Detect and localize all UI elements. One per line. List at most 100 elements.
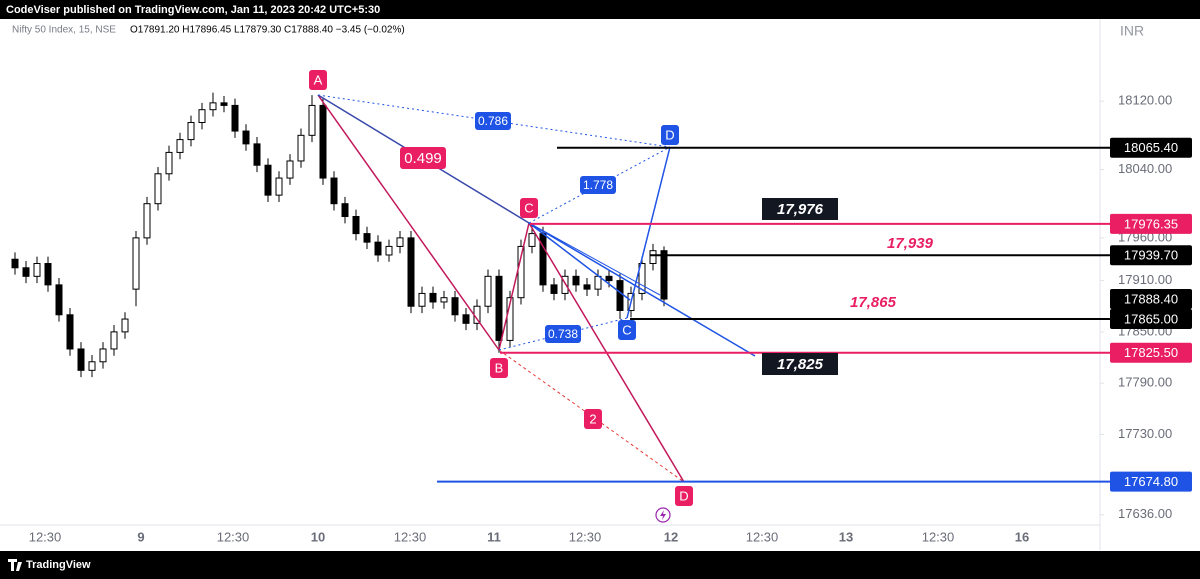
candle-body — [253, 143, 261, 166]
ratio-box — [475, 112, 511, 130]
pattern-line — [498, 222, 530, 351]
candle-body — [88, 361, 96, 371]
lightning-icon — [655, 507, 671, 523]
candle-body — [616, 280, 624, 312]
level-box — [1110, 471, 1192, 492]
candle-body — [99, 348, 107, 363]
ratio-label: 1.778 — [583, 178, 613, 192]
pattern-line — [498, 349, 685, 483]
ratio-box — [580, 176, 616, 194]
trend-line — [528, 222, 756, 357]
x-tick-label: 12:30 — [569, 529, 602, 544]
y-tick-label: 17790.00 — [1118, 375, 1172, 390]
x-tick-label: 12:30 — [29, 529, 62, 544]
level-label: 17674.80 — [1124, 474, 1178, 489]
point-box — [520, 198, 538, 218]
candle-body — [429, 292, 437, 303]
candle-body — [572, 275, 580, 286]
x-tick-label: 13 — [839, 529, 853, 544]
level-box — [1110, 309, 1192, 330]
annotation: 17,976 — [777, 201, 824, 218]
point-box — [661, 125, 679, 145]
x-tick-label: 12 — [664, 529, 678, 544]
y-tick-label: 18040.00 — [1118, 161, 1172, 176]
pattern-line — [317, 94, 671, 148]
candle-body — [539, 233, 547, 286]
candle-body — [198, 109, 206, 124]
point-label: D — [679, 488, 688, 503]
candle-body — [264, 164, 272, 196]
candle-body — [396, 237, 404, 247]
x-tick-label: 11 — [487, 529, 501, 544]
candle-body — [583, 284, 591, 290]
candle-body — [55, 284, 63, 316]
pattern-line — [317, 94, 500, 351]
candle-body — [33, 263, 41, 277]
candle-body — [44, 263, 52, 286]
candle-body — [638, 263, 646, 294]
ratio-label: 0.786 — [478, 114, 508, 128]
x-tick-label: 12:30 — [746, 529, 779, 544]
candle-body — [550, 284, 558, 294]
ratio-box — [545, 325, 581, 343]
level-label: 18065.40 — [1124, 140, 1178, 155]
point-label: B — [495, 360, 504, 375]
level-box — [1110, 289, 1192, 310]
x-tick-label: 12:30 — [217, 529, 250, 544]
level-label: 17825.50 — [1124, 345, 1178, 360]
candle-body — [22, 267, 30, 277]
x-tick-label: 16 — [1015, 529, 1029, 544]
ohlc-summary: O17891.20 H17896.45 L17879.30 C17888.40 … — [130, 25, 405, 36]
candle-body — [561, 275, 569, 294]
candle-body — [649, 250, 657, 265]
ratio-label: 2 — [589, 411, 596, 426]
candle-body — [341, 203, 349, 218]
point-label: A — [314, 72, 323, 87]
candle-body — [462, 314, 470, 324]
candle-body — [594, 275, 602, 290]
candle-body — [286, 160, 294, 179]
level-label: 17976.35 — [1124, 216, 1178, 231]
candle-body — [495, 275, 503, 341]
symbol: Nifty 50 Index, 15, NSE — [12, 25, 116, 36]
brand: TradingView — [26, 559, 91, 571]
trend-line — [528, 222, 631, 301]
ratio-label: 0.738 — [548, 327, 578, 341]
annotation-box — [762, 353, 838, 375]
candle-body — [484, 275, 492, 307]
candle-body — [11, 258, 19, 269]
level-label: 17888.40 — [1124, 291, 1178, 306]
candle-body — [374, 241, 382, 256]
candle-body — [154, 173, 162, 205]
level-box — [1110, 213, 1192, 234]
ratio-box — [584, 409, 602, 429]
candle-body — [231, 104, 239, 132]
x-tick-label: 12:30 — [922, 529, 955, 544]
candle-body — [440, 297, 448, 303]
annotation: 17,865 — [850, 294, 897, 311]
currency: INR — [1120, 23, 1144, 39]
annotation: 17,825 — [777, 356, 824, 373]
candle-body — [352, 216, 360, 235]
candle-body — [451, 297, 459, 316]
candle-body — [407, 237, 415, 307]
y-tick-label: 17636.00 — [1118, 506, 1172, 521]
annotation-box — [762, 198, 838, 220]
x-tick-label: 12:30 — [394, 529, 427, 544]
candle-body — [297, 134, 305, 162]
level-label: 17939.70 — [1124, 248, 1178, 263]
level-box — [1110, 342, 1192, 363]
candle-body — [220, 102, 228, 106]
level-box — [1110, 245, 1192, 266]
point-box — [490, 358, 508, 378]
level-box — [1110, 137, 1192, 158]
candle-body — [242, 130, 250, 145]
point-box — [309, 70, 327, 90]
x-tick-label: 10 — [311, 529, 325, 544]
candle-body — [605, 275, 613, 282]
y-tick-label: 17730.00 — [1118, 426, 1172, 441]
candle-body — [187, 122, 195, 141]
candle-body — [363, 233, 371, 243]
level-label: 17865.00 — [1124, 311, 1178, 326]
